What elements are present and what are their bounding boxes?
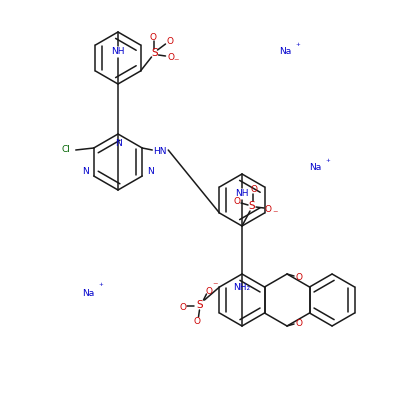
Text: ⁻: ⁻: [213, 281, 218, 291]
Text: NH₂: NH₂: [234, 282, 250, 292]
Text: S: S: [151, 48, 158, 58]
Text: O: O: [250, 186, 258, 194]
Text: Cl: Cl: [61, 146, 70, 154]
Text: NH: NH: [235, 190, 249, 198]
Text: Na: Na: [82, 288, 94, 298]
Text: O: O: [194, 316, 201, 326]
Text: ⁻: ⁻: [272, 209, 278, 219]
Text: N: N: [115, 138, 121, 148]
Text: N: N: [147, 167, 154, 176]
Text: O: O: [206, 286, 213, 296]
Text: O: O: [167, 52, 174, 62]
Text: HN: HN: [154, 146, 167, 156]
Text: ⁺: ⁺: [296, 42, 300, 50]
Text: O: O: [264, 204, 272, 214]
Text: O: O: [296, 318, 302, 328]
Text: ⁻: ⁻: [174, 57, 179, 67]
Text: ⁺: ⁺: [99, 282, 103, 292]
Text: O: O: [180, 302, 187, 312]
Text: O: O: [149, 32, 156, 42]
Text: Na: Na: [309, 164, 321, 172]
Text: ⁺: ⁺: [326, 158, 330, 166]
Text: O: O: [234, 198, 240, 206]
Text: S: S: [249, 201, 255, 211]
Text: Na: Na: [279, 48, 291, 56]
Text: N: N: [82, 167, 89, 176]
Text: NH: NH: [111, 48, 125, 56]
Text: O: O: [166, 36, 173, 46]
Text: O: O: [296, 272, 302, 282]
Text: S: S: [196, 300, 203, 310]
